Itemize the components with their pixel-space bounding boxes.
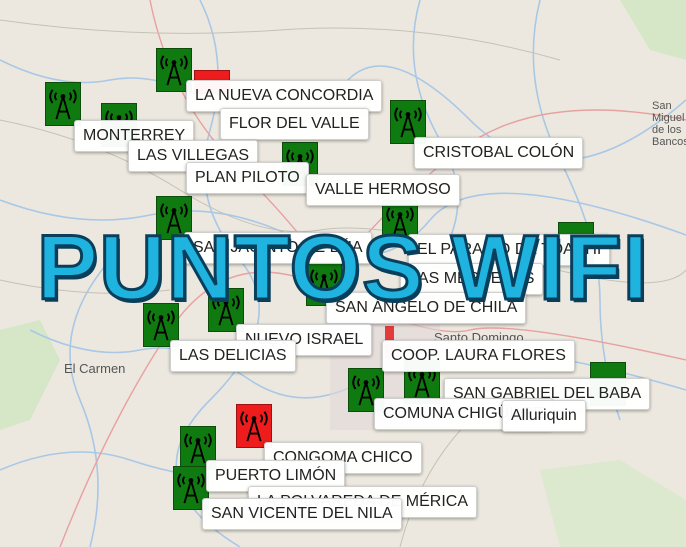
place-label[interactable]: CRISTOBAL COLÓN bbox=[414, 137, 584, 169]
headline-title: PUNTOS WIFI bbox=[35, 217, 650, 320]
place-label[interactable]: LAS MERCEDES bbox=[400, 263, 544, 295]
wifi-tower-icon[interactable] bbox=[236, 404, 272, 448]
wifi-tower-icon[interactable] bbox=[45, 82, 81, 126]
place-label[interactable]: LA NUEVA CONCORDIA bbox=[186, 80, 383, 112]
place-label[interactable]: SAN JACINTO DE BÚA bbox=[184, 232, 372, 264]
wifi-tower-icon[interactable] bbox=[143, 303, 179, 347]
town-label: San Miguel de los Bancos bbox=[652, 100, 686, 148]
place-label[interactable]: FLOR DEL VALLE bbox=[220, 108, 369, 140]
town-label: El Carmen bbox=[64, 361, 126, 376]
place-label[interactable]: COOP. LAURA FLORES bbox=[382, 340, 575, 372]
place-label[interactable]: Alluriquin bbox=[502, 400, 586, 432]
place-label[interactable]: SAN VICENTE DEL NILA bbox=[202, 498, 402, 530]
place-label[interactable]: VALLE HERMOSO bbox=[306, 174, 460, 206]
place-label[interactable]: SAN ÁNGELO DE CHILA bbox=[326, 292, 527, 324]
place-label[interactable]: PLAN PILOTO bbox=[186, 162, 309, 194]
place-label[interactable]: LAS DELICIAS bbox=[170, 340, 296, 372]
wifi-tower-icon[interactable] bbox=[390, 100, 426, 144]
wifi-tower-icon[interactable] bbox=[306, 262, 342, 306]
